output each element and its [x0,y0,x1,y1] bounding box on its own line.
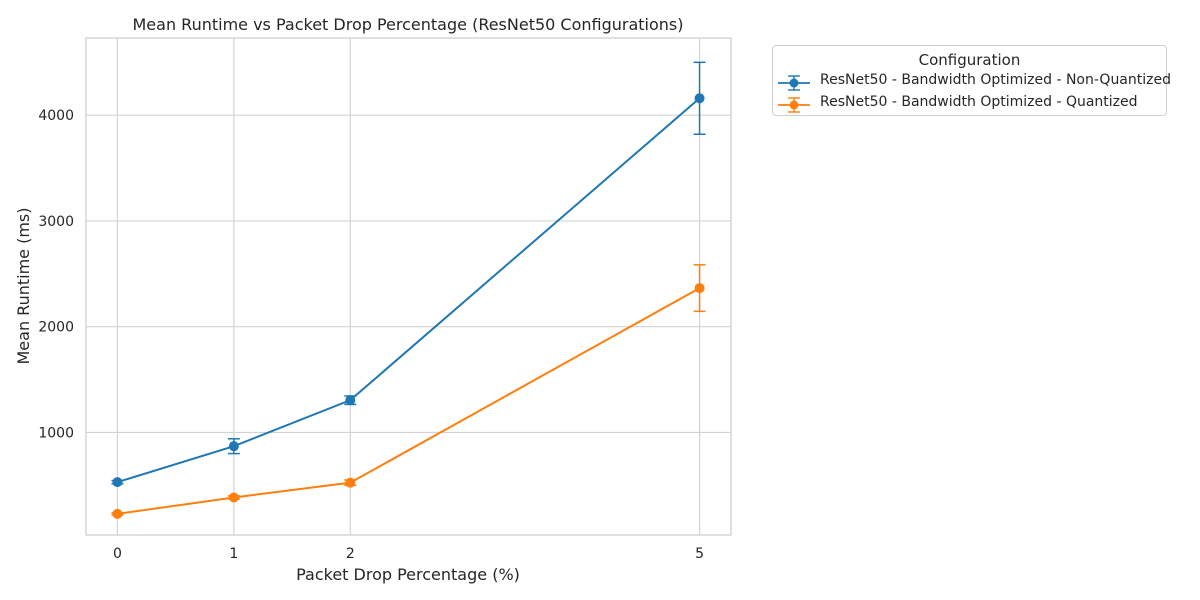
data-point [694,93,705,104]
y-tick-label: 1000 [38,425,74,441]
y-tick-label: 2000 [38,320,74,336]
data-point [228,441,239,452]
x-tick-label: 2 [346,546,355,562]
legend-swatch-non-quantized [778,75,810,91]
data-point [345,477,356,488]
series-layer [111,61,706,519]
legend-swatch-quantized [778,97,810,113]
legend-title: Configuration [918,51,1021,69]
data-point [228,492,239,503]
data-point [112,508,123,519]
series-1 [111,264,706,519]
legend-item-non-quantized[interactable]: ResNet50 - Bandwidth Optimized - Non-Qua… [773,71,1171,91]
x-axis-label: Packet Drop Percentage (%) [296,565,520,584]
legend: Configuration ResNet50 - Bandwidth Optim… [772,45,1171,116]
x-tick-label: 1 [229,546,238,562]
legend-label-non-quantized: ResNet50 - Bandwidth Optimized - Non-Qua… [820,72,1171,88]
legend-item-quantized[interactable]: ResNet50 - Bandwidth Optimized - Quantiz… [773,93,1166,113]
plot-area [85,37,732,536]
y-axis-label: Mean Runtime (ms) [14,208,33,365]
legend-label-quantized: ResNet50 - Bandwidth Optimized - Quantiz… [820,94,1138,110]
series-line [117,97,701,484]
chart-title: Mean Runtime vs Packet Drop Percentage (… [132,15,683,34]
y-tick-label: 3000 [38,214,74,230]
x-tick-label: 0 [113,546,122,562]
tick-labels: 0 1 2 5 1000 2000 3000 4000 [38,108,704,562]
data-point [345,395,356,406]
data-point [694,283,705,294]
data-point [112,477,123,488]
y-tick-label: 4000 [38,108,74,124]
x-tick-label: 5 [695,546,704,562]
series-line [117,287,701,515]
series-0 [111,61,706,488]
